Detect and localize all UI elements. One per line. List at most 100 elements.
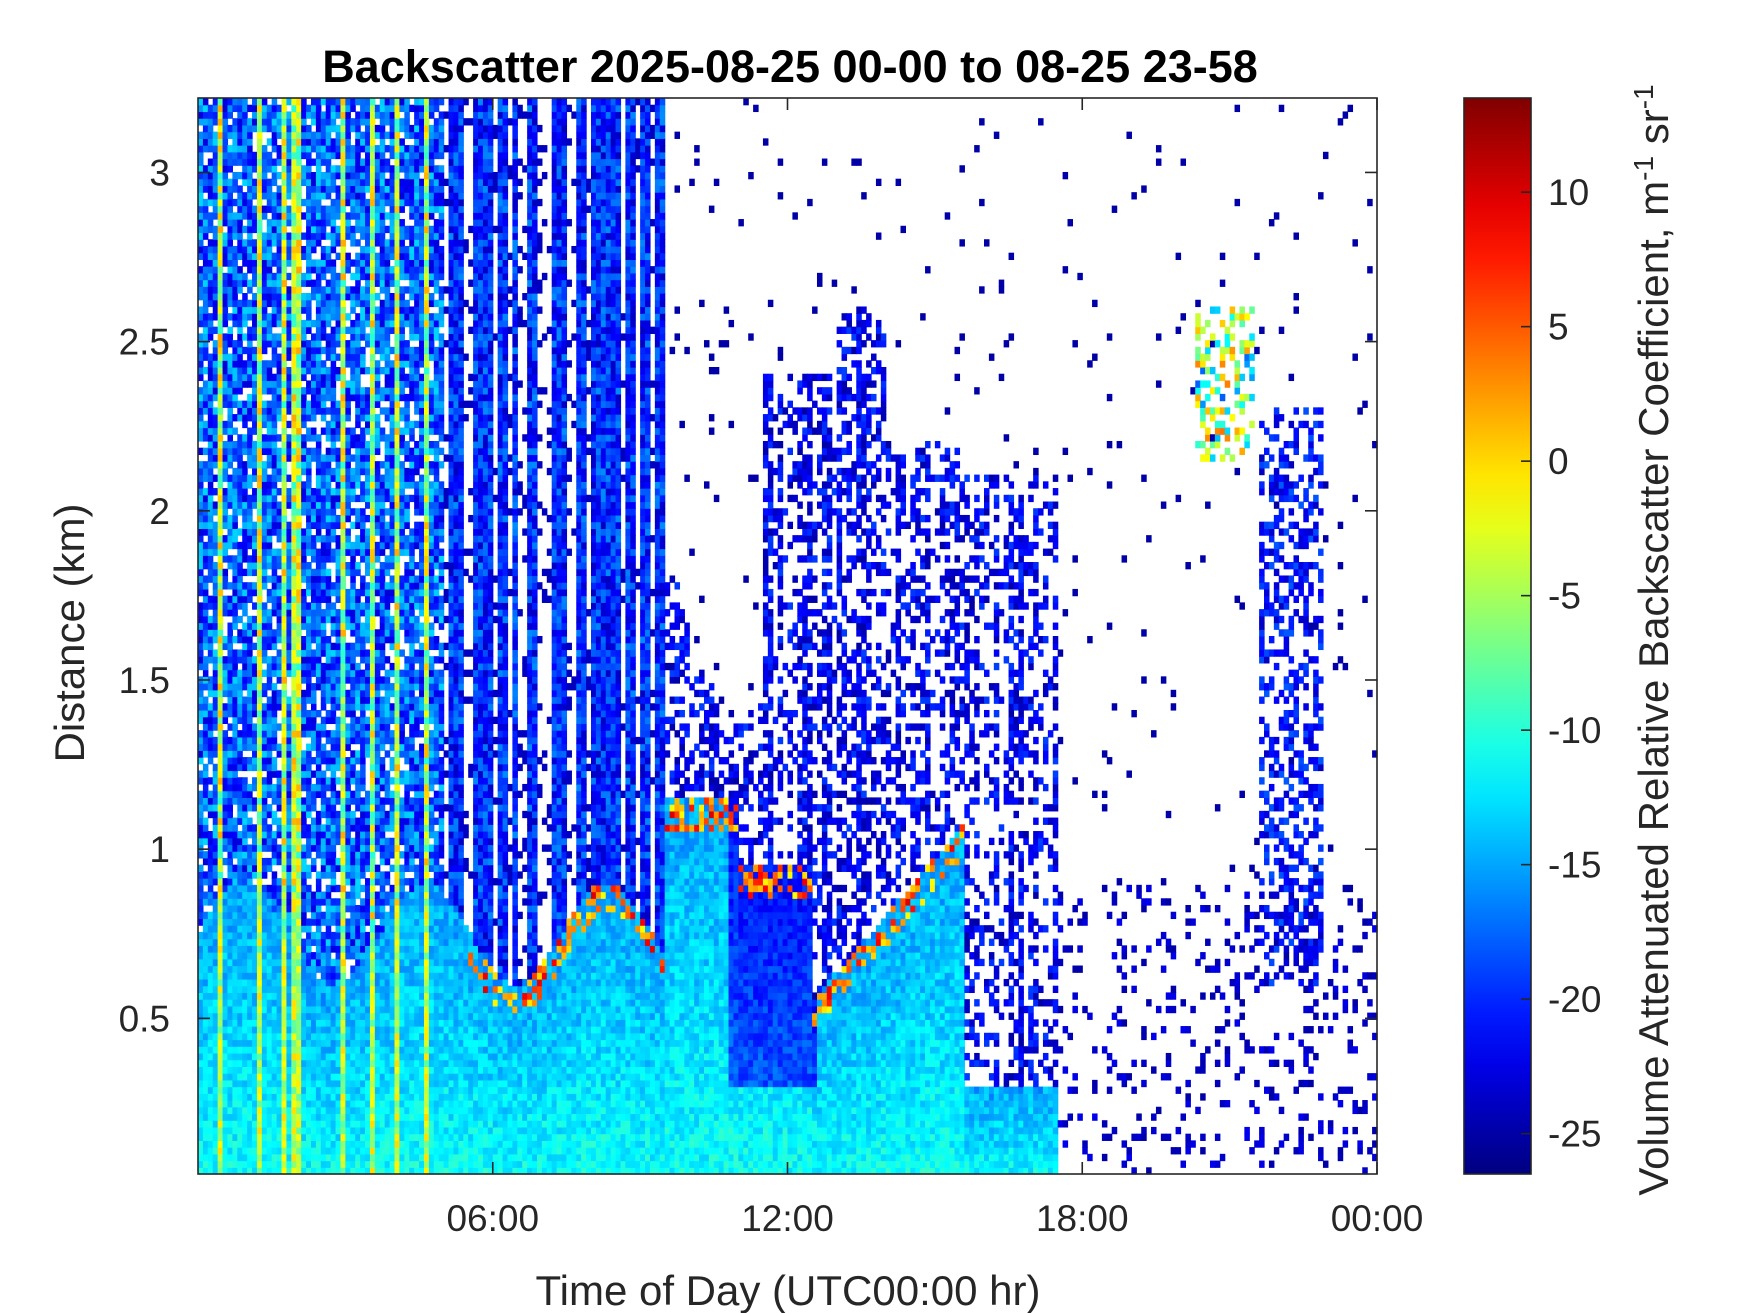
heatmap-cell — [360, 905, 366, 912]
heatmap-cell — [345, 898, 351, 905]
heatmap-cell — [350, 1147, 356, 1154]
heatmap-cell — [198, 831, 204, 838]
heatmap-cell — [282, 407, 288, 414]
heatmap-cell — [296, 354, 302, 361]
heatmap-cell — [198, 871, 204, 878]
heatmap-cell — [237, 192, 243, 199]
heatmap-cell — [355, 1093, 361, 1100]
heatmap-cell — [282, 703, 288, 710]
heatmap-cell — [232, 152, 238, 159]
heatmap-cell — [306, 1120, 312, 1127]
heatmap-cell — [203, 515, 209, 522]
heatmap-cell — [227, 502, 233, 509]
heatmap-cell — [252, 663, 258, 670]
heatmap-cell — [247, 925, 253, 932]
heatmap-cell — [331, 1127, 337, 1134]
heatmap-cell — [291, 851, 297, 858]
heatmap-cell — [272, 764, 278, 771]
heatmap-cell — [340, 1127, 346, 1134]
heatmap-cell — [242, 697, 248, 704]
heatmap-cell — [365, 992, 371, 999]
heatmap-cell — [345, 851, 351, 858]
heatmap-cell — [326, 555, 332, 562]
heatmap-cell — [277, 1006, 283, 1013]
heatmap-cell — [355, 730, 361, 737]
heatmap-cell — [316, 179, 322, 186]
heatmap-cell — [345, 589, 351, 596]
heatmap-cell — [227, 851, 233, 858]
heatmap-cell — [198, 992, 204, 999]
heatmap-cell — [198, 333, 204, 340]
heatmap-cell — [331, 945, 337, 952]
heatmap-cell — [321, 313, 327, 320]
heatmap-cell — [316, 165, 322, 172]
heatmap-cell — [262, 1127, 268, 1134]
heatmap-cell — [262, 239, 268, 246]
heatmap-cell — [213, 192, 219, 199]
heatmap-cell — [208, 979, 214, 986]
heatmap-cell — [331, 878, 337, 885]
heatmap-cell — [345, 253, 351, 260]
heatmap-cell — [350, 777, 356, 784]
heatmap-cell — [306, 185, 312, 192]
heatmap-cell — [340, 1040, 346, 1047]
heatmap-cell — [282, 273, 288, 280]
heatmap-cell — [232, 219, 238, 226]
heatmap-cell — [257, 1080, 263, 1087]
heatmap-cell — [232, 522, 238, 529]
heatmap-cell — [321, 454, 327, 461]
heatmap-cell — [326, 165, 332, 172]
heatmap-cell — [198, 649, 204, 656]
heatmap-cell — [232, 145, 238, 152]
heatmap-cell — [301, 1019, 307, 1026]
heatmap-cell — [213, 939, 219, 946]
heatmap-cell — [316, 744, 322, 751]
heatmap-cell — [218, 226, 224, 233]
heatmap-cell — [311, 1087, 317, 1094]
heatmap-cell — [365, 811, 371, 818]
heatmap-cell — [282, 737, 288, 744]
heatmap-cell — [237, 1100, 243, 1107]
heatmap-cell — [232, 414, 238, 421]
heatmap-cell — [301, 952, 307, 959]
heatmap-cell — [365, 898, 371, 905]
heatmap-cell — [306, 892, 312, 899]
heatmap-cell — [272, 979, 278, 986]
heatmap-cell — [365, 461, 371, 468]
heatmap-cell — [296, 98, 302, 105]
heatmap-cell — [277, 932, 283, 939]
heatmap-cell — [218, 481, 224, 488]
heatmap-cell — [213, 723, 219, 730]
heatmap-cell — [365, 1019, 371, 1026]
heatmap-cell — [242, 811, 248, 818]
heatmap-cell — [277, 555, 283, 562]
heatmap-cell — [272, 885, 278, 892]
heatmap-cell — [237, 118, 243, 125]
heatmap-cell — [291, 905, 297, 912]
heatmap-cell — [262, 206, 268, 213]
heatmap-cell — [355, 1040, 361, 1047]
heatmap-cell — [208, 831, 214, 838]
heatmap-cell — [326, 616, 332, 623]
heatmap-cell — [223, 192, 229, 199]
heatmap-cell — [218, 791, 224, 798]
heatmap-cell — [223, 656, 229, 663]
heatmap-cell — [198, 1019, 204, 1026]
heatmap-cell — [311, 818, 317, 825]
heatmap-cell — [242, 152, 248, 159]
heatmap-cell — [227, 481, 233, 488]
heatmap-cell — [267, 1127, 273, 1134]
heatmap-cell — [262, 858, 268, 865]
heatmap-cell — [272, 1060, 278, 1067]
heatmap-cell — [301, 118, 307, 125]
heatmap-cell — [306, 1093, 312, 1100]
heatmap-cell — [301, 448, 307, 455]
heatmap-cell — [232, 233, 238, 240]
heatmap-cell — [360, 939, 366, 946]
heatmap-cell — [252, 98, 258, 105]
heatmap-cell — [208, 649, 214, 656]
heatmap-cell — [306, 152, 312, 159]
heatmap-cell — [252, 468, 258, 475]
heatmap-cell — [272, 481, 278, 488]
heatmap-cell — [213, 744, 219, 751]
